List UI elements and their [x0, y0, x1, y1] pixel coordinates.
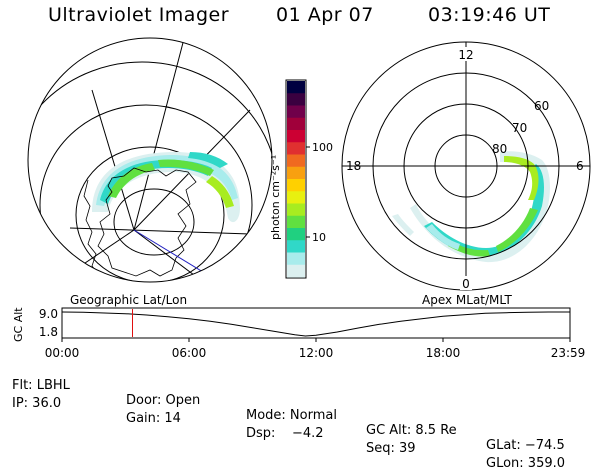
colorbar-unit-label: photon cm⁻²s⁻¹ — [269, 155, 282, 240]
mlt-label-6: 6 — [576, 159, 584, 173]
mlt-label-0: 0 — [462, 277, 470, 291]
mode-info: Mode: Normal — [246, 408, 337, 423]
colorbar-segment — [287, 203, 305, 217]
dsp-info: Dsp: −4.2 — [246, 426, 324, 441]
apex-map: 12 18 6 0 60 70 80 — [341, 41, 591, 291]
colorbar-segment — [287, 117, 305, 131]
colorbar-segment — [287, 240, 305, 254]
map-border — [27, 37, 273, 283]
colorbar-segment — [287, 215, 305, 229]
meridian-line — [133, 38, 186, 231]
plot-canvas: 100 10 photon cm⁻²s⁻¹ — [12, 37, 591, 360]
meridian-line — [133, 229, 215, 282]
x-tick-label: 00:00 — [45, 346, 80, 360]
colorbar: 100 10 photon cm⁻²s⁻¹ — [269, 79, 333, 279]
colorbar-segment — [287, 81, 305, 94]
info-row-1: Flt: LBHL Door: Open Mode: Normal GC Alt… — [0, 363, 600, 453]
colorbar-tick-100: 100 — [312, 141, 333, 154]
x-tick-label: 23:59 — [551, 346, 586, 360]
seq-info: Seq: 39 — [366, 441, 416, 456]
glon-info: GLon: 359.0 — [486, 456, 566, 471]
instrument-title: Ultraviolet Imager — [48, 4, 230, 26]
colorbar-segment — [287, 130, 305, 143]
colorbar-segment — [287, 264, 305, 278]
colorbar-tick-10: 10 — [312, 231, 326, 244]
x-tick-label: 06:00 — [172, 346, 207, 360]
altitude-panel: GC Alt 9.0 1.8 00:00 06:00 12:00 18:00 2… — [12, 307, 585, 360]
gain-info: Gain: 14 — [126, 411, 181, 426]
altitude-tick-high: 9.0 — [39, 307, 58, 321]
lat-circle — [28, 61, 272, 282]
date-label: 01 Apr 07 — [276, 4, 374, 26]
glat-info: GLat: −74.5 — [486, 438, 565, 453]
colorbar-segment — [287, 191, 305, 205]
info-row-2: IP: 36.0 Gain: 14 Dsp: −4.2 Seq: 39 GLon… — [0, 381, 600, 471]
altitude-line — [61, 311, 570, 337]
altitude-ylabel: GC Alt — [12, 307, 25, 342]
lat-circle — [113, 188, 195, 256]
colorbar-segment — [287, 228, 305, 241]
apex-label: Apex MLat/MLT — [422, 293, 512, 307]
colorbar-segment — [287, 154, 305, 168]
x-tick-label: 12:00 — [299, 346, 334, 360]
meridian-line — [91, 89, 135, 231]
colorbar-segment — [287, 252, 305, 266]
mlat-label-80: 80 — [492, 142, 507, 156]
colorbar-segment — [287, 179, 305, 192]
colorbar-gradient — [287, 81, 305, 278]
meridian-line — [69, 227, 251, 235]
filter-info: Flt: LBHL — [12, 378, 70, 393]
mlat-label-60: 60 — [534, 99, 549, 113]
mlat-label-70: 70 — [512, 121, 527, 135]
x-tick-label: 18:00 — [426, 346, 461, 360]
time-label: 03:19:46 UT — [428, 4, 551, 26]
colorbar-segment — [287, 105, 305, 119]
altitude-x-ticks — [61, 338, 571, 342]
gc-alt-info: GC Alt: 8.5 Re — [366, 423, 457, 438]
coastline — [83, 167, 197, 277]
mlt-label-12: 12 — [458, 48, 473, 62]
mlt-label-18: 18 — [346, 159, 361, 173]
altitude-panel-frame — [61, 307, 571, 339]
colorbar-segment — [287, 142, 305, 156]
aurora-oval-apex — [392, 151, 550, 263]
geographic-label: Geographic Lat/Lon — [70, 293, 187, 307]
altitude-tick-low: 1.8 — [39, 325, 58, 339]
lat-circle — [39, 104, 253, 282]
geographic-map — [27, 37, 273, 283]
aurora-oval-geo — [92, 152, 240, 223]
colorbar-segment — [287, 93, 305, 107]
header: Ultraviolet Imager 01 Apr 07 03:19:46 UT — [0, 4, 600, 30]
lat-circle — [75, 146, 225, 282]
colorbar-segment — [287, 166, 305, 180]
ip-info: IP: 36.0 — [12, 396, 62, 411]
